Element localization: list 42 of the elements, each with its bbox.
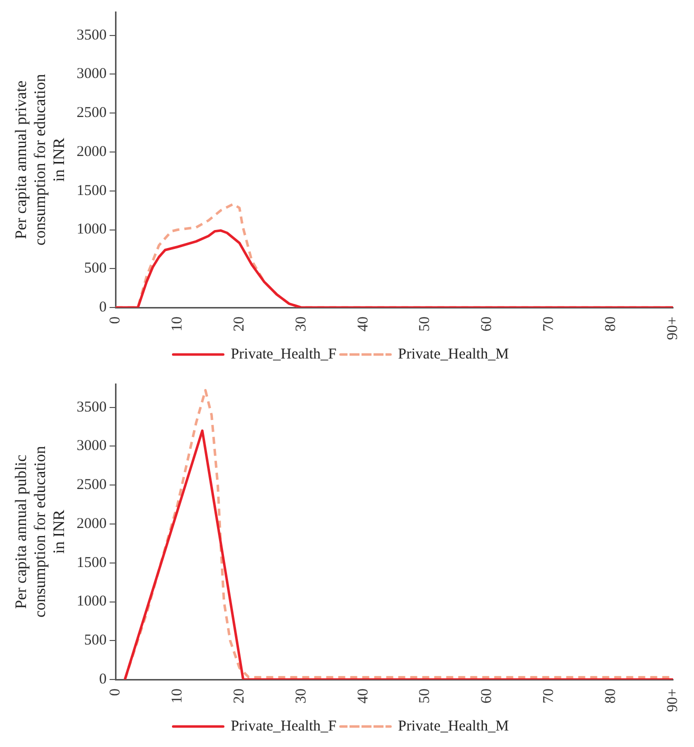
y-axis-title: Per capita annual private consumption for education in INR (12, 74, 68, 246)
x-tick-label: 30 (293, 688, 310, 704)
y-tick-label: 0 (99, 299, 107, 316)
legend-label: Private_Health_F (230, 718, 337, 734)
x-tick-label: 90+ (664, 688, 681, 712)
x-tick-label: 20 (231, 316, 248, 332)
x-tick-label: 40 (355, 316, 372, 332)
x-tick-label: 70 (541, 316, 558, 332)
y-tick-label: 500 (84, 632, 107, 649)
x-tick-label: 50 (417, 688, 434, 704)
x-tick-label: 80 (603, 688, 620, 704)
y-tick-label: 3000 (76, 438, 107, 454)
legend-label: Private_Health_F (230, 346, 337, 362)
x-tick-label: 30 (293, 316, 310, 332)
x-tick-label: 60 (479, 688, 496, 704)
x-tick-label: 10 (169, 688, 186, 704)
x-tick-label: 0 (108, 316, 124, 324)
y-tick-label: 2000 (76, 144, 107, 160)
y-tick-label: 1500 (76, 182, 107, 199)
x-tick-label: 20 (231, 688, 248, 704)
x-tick-label: 80 (603, 316, 620, 332)
y-tick-label: 3000 (76, 66, 107, 82)
x-tick-label: 0 (108, 688, 124, 696)
x-tick-label: 10 (169, 316, 186, 332)
y-tick-label: 2500 (76, 105, 107, 122)
x-tick-label: 50 (417, 316, 434, 332)
y-tick-label: 0 (99, 671, 107, 688)
x-tick-label: 90+ (664, 316, 681, 340)
x-tick-label: 70 (541, 688, 558, 704)
x-tick-label: 40 (355, 688, 372, 704)
y-tick-label: 3500 (76, 399, 107, 416)
y-tick-label: 1000 (76, 222, 107, 238)
x-tick-label: 60 (479, 316, 496, 332)
y-tick-label: 2000 (76, 516, 107, 532)
y-axis-title: Per capita annual public consumption for education in INR (12, 446, 68, 618)
y-tick-label: 1000 (76, 594, 107, 610)
legend-label: Private_Health_M (398, 718, 509, 734)
y-tick-label: 2500 (76, 477, 107, 494)
y-tick-label: 500 (84, 260, 107, 277)
legend-label: Private_Health_M (398, 346, 509, 362)
y-tick-label: 3500 (76, 27, 107, 44)
y-tick-label: 1500 (76, 554, 107, 571)
